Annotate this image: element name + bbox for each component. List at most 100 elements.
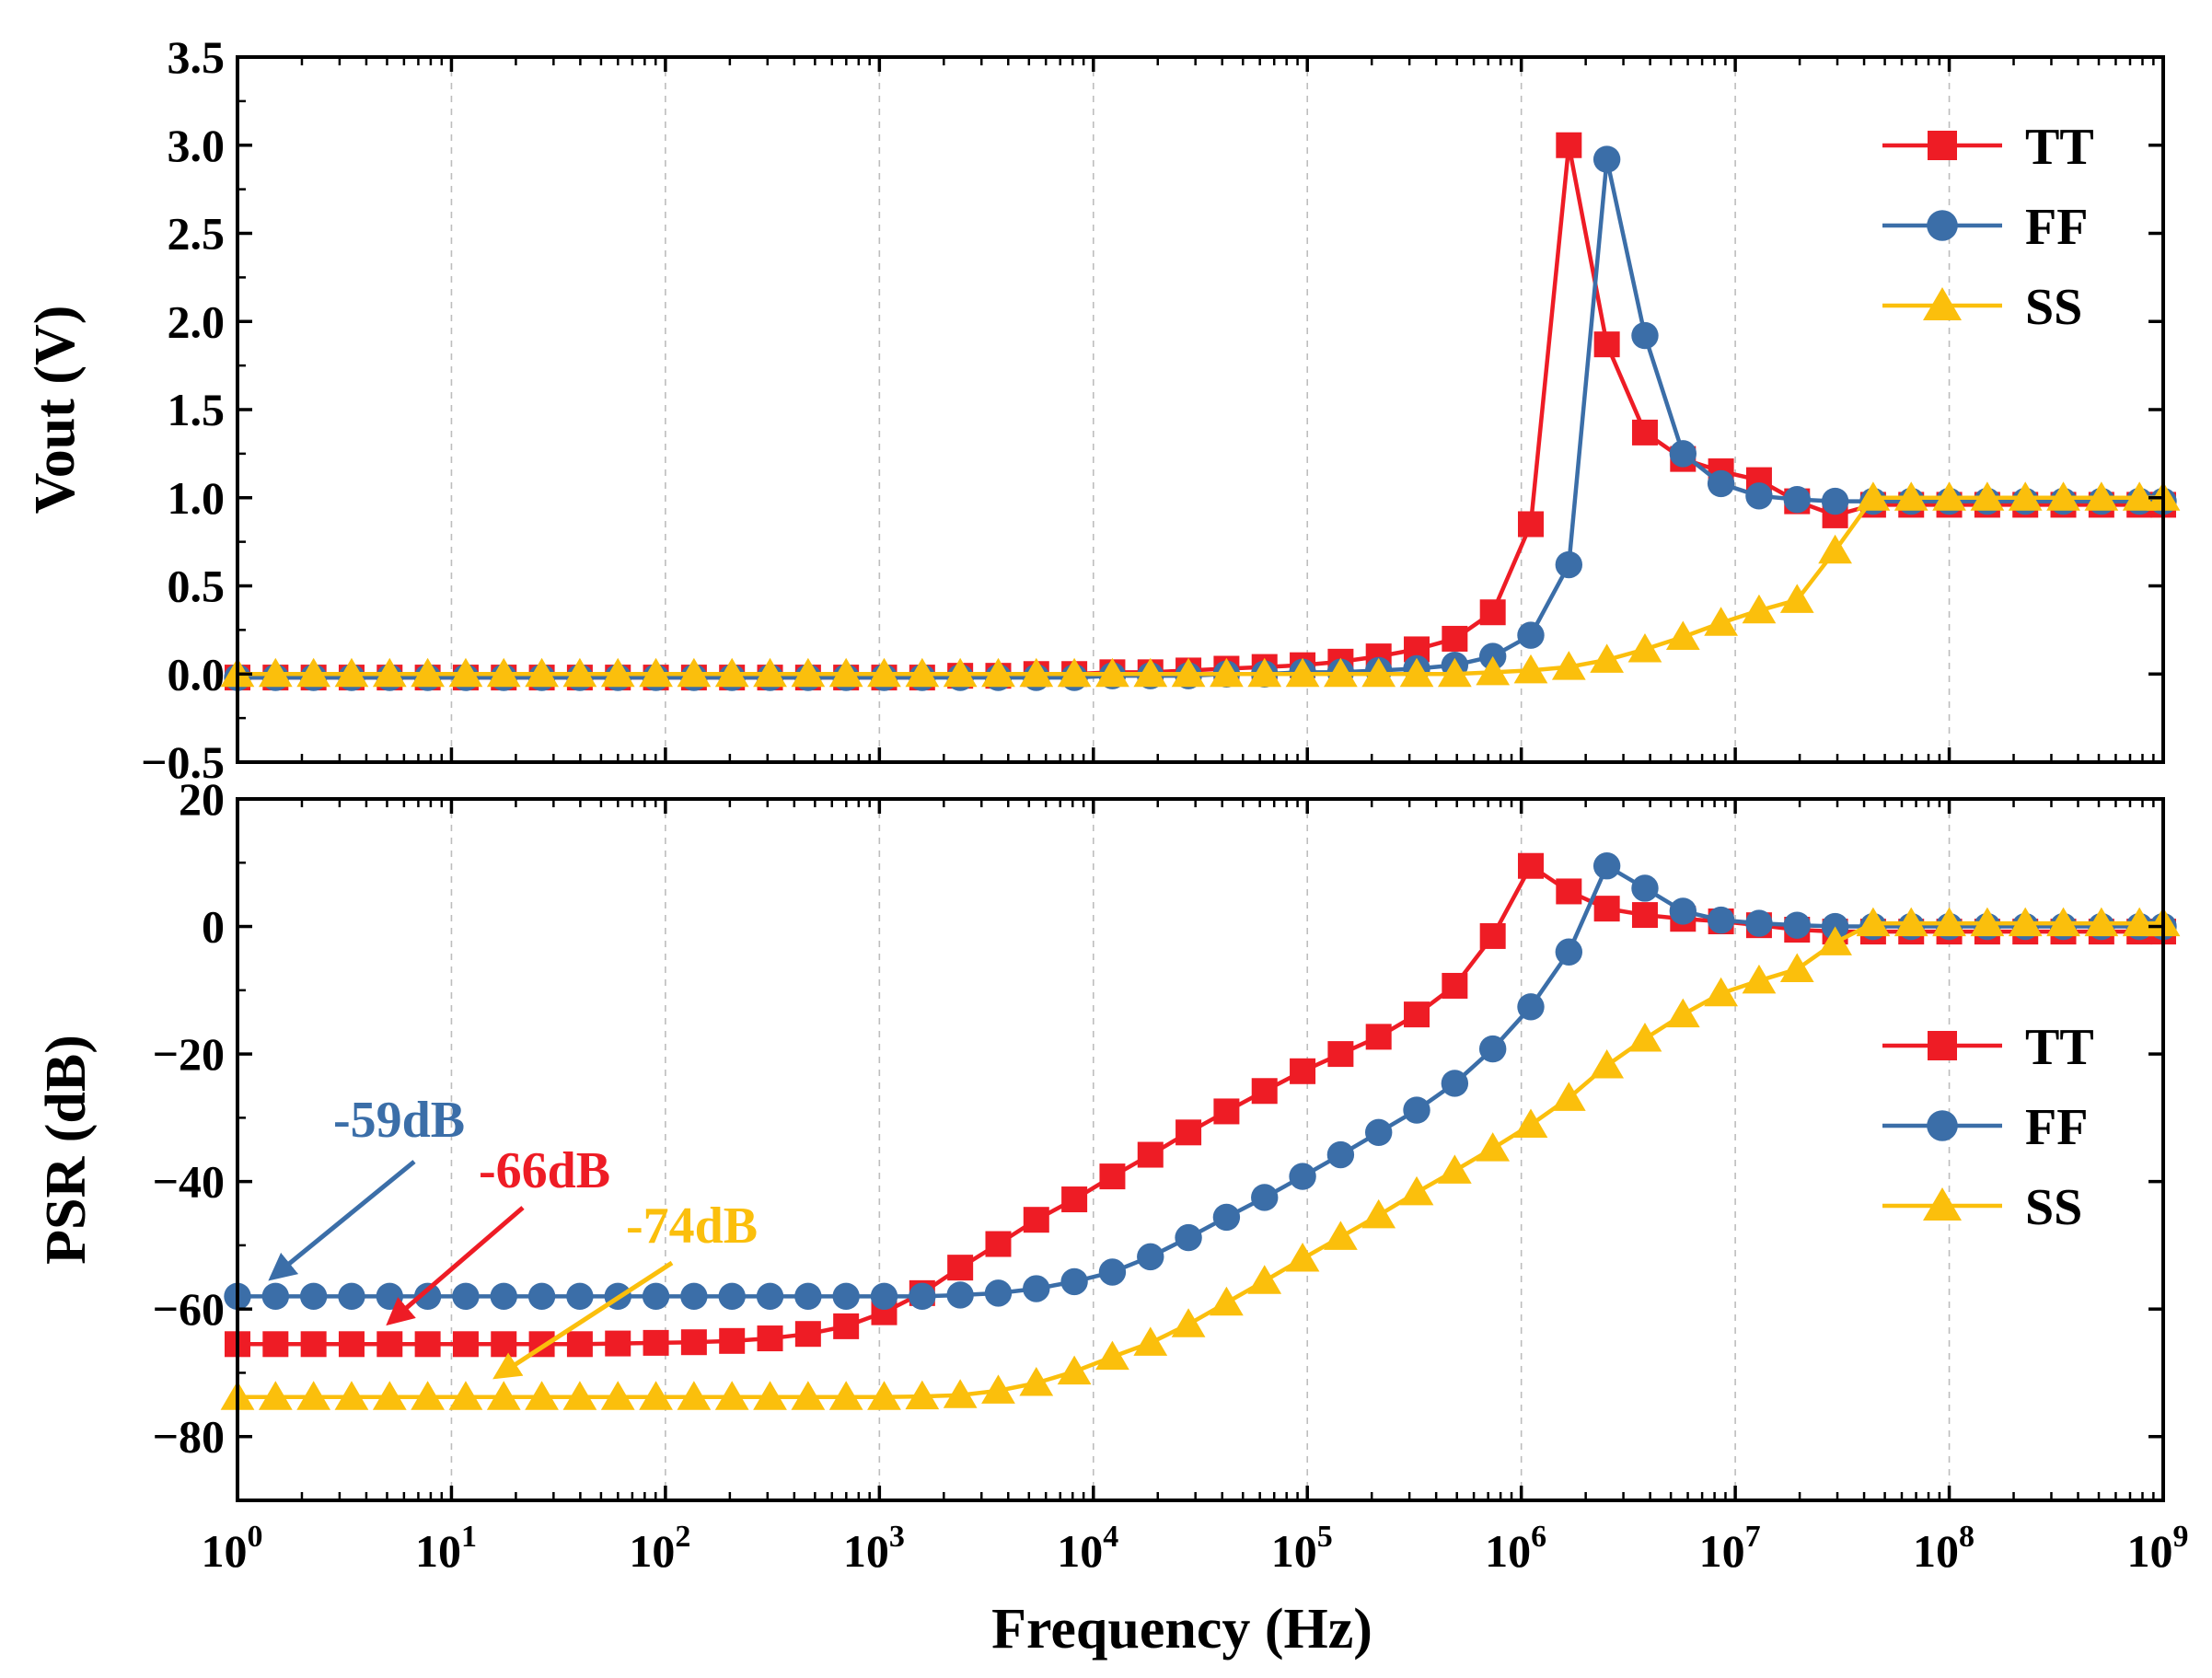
psr-point-ss — [600, 1381, 635, 1410]
psr-point-ff — [1783, 911, 1811, 939]
psr-point-ff — [1517, 993, 1545, 1021]
psr-point-tt — [833, 1313, 860, 1339]
psr-point-ff — [1669, 897, 1697, 925]
psr-point-ss — [1779, 953, 1814, 982]
vout-point-ss — [791, 657, 826, 688]
frequency-tick-label: 100 — [202, 1520, 263, 1577]
psr-point-tt — [338, 1331, 365, 1358]
vout-legend-item-ff: FF — [1882, 199, 2088, 256]
vout-point-ss — [1932, 481, 1966, 511]
vout-point-ss — [1513, 654, 1548, 684]
frequency-tick-label: 105 — [1271, 1520, 1333, 1577]
annotation-74db: -74dB — [492, 1198, 758, 1380]
psr-y-tick-label: −40 — [153, 1156, 226, 1208]
psr-point-ss — [677, 1381, 712, 1410]
vout-point-ss — [2008, 481, 2043, 511]
vout-legend-label: FF — [2025, 199, 2088, 256]
psr-point-ff — [490, 1282, 517, 1311]
vout-series-tt — [225, 132, 2176, 691]
psr-point-ss — [334, 1381, 369, 1410]
psr-point-ss — [411, 1381, 445, 1410]
psr-axes: −80 −60 −40 −20 0 20 — [153, 773, 2165, 1502]
psr-point-ff — [832, 1282, 860, 1311]
psr-point-tt — [1593, 896, 1620, 922]
vout-line-tt — [237, 145, 2163, 680]
annotation-arrow — [492, 1260, 674, 1380]
vout-series-ss — [220, 481, 2181, 688]
psr-point-tt — [1061, 1186, 1088, 1213]
psr-point-tt — [1442, 972, 1468, 999]
psr-point-tt — [1517, 852, 1544, 879]
vout-point-tt — [1479, 599, 1506, 626]
psr-point-ss — [2084, 907, 2119, 937]
vout-point-tt — [1442, 625, 1468, 652]
psr-point-ss — [1095, 1340, 1129, 1371]
psr-point-ss — [1894, 907, 1928, 937]
psr-point-ss — [1361, 1198, 1396, 1229]
psr-point-tt — [1631, 902, 1658, 929]
vout-point-ss — [714, 657, 749, 688]
vout-point-ss — [258, 657, 293, 688]
psr-point-tt — [1213, 1098, 1240, 1125]
psr-point-ff — [1478, 1035, 1507, 1063]
psr-y-tick-label: −80 — [153, 1411, 226, 1463]
psr-panel: −80 −60 −40 −20 0 20 100 101 102 103 104 105 106 107… — [35, 773, 2189, 1661]
psr-point-ss — [1019, 1367, 1054, 1396]
psr-point-ss — [258, 1381, 293, 1410]
frequency-tick-label: 102 — [629, 1520, 690, 1577]
vout-point-ss — [1551, 651, 1586, 680]
frequency-tick-label: 101 — [415, 1520, 477, 1577]
vout-point-ss — [1704, 607, 1738, 636]
psr-point-tt — [757, 1325, 783, 1352]
vout-point-ss — [2046, 481, 2080, 511]
frequency-x-axis-title: Frequency (Hz) — [991, 1598, 1372, 1661]
annotation-label: -59dB — [333, 1092, 465, 1149]
vout-y-tick-label: −0.5 — [141, 736, 225, 788]
psr-point-ff — [1707, 906, 1735, 934]
psr-point-tt — [794, 1321, 821, 1348]
vout-point-ff — [1592, 145, 1621, 173]
vout-point-ss — [828, 657, 863, 688]
psr-point-ss — [867, 1381, 901, 1410]
psr-point-ff — [566, 1282, 594, 1311]
psr-point-ff — [376, 1282, 403, 1311]
frequency-tick-label: 107 — [1699, 1520, 1761, 1577]
vout-point-ss — [411, 657, 445, 688]
psr-point-ss — [1932, 907, 1966, 937]
vout-point-ss — [1742, 594, 1777, 624]
psr-point-ss — [1627, 1022, 1662, 1052]
vout-point-ss — [1171, 657, 1206, 688]
psr-point-ff — [1023, 1275, 1050, 1302]
psr-point-tt — [605, 1330, 631, 1357]
vout-legend-marker-ff — [1927, 210, 1958, 241]
vout-point-ss — [1095, 657, 1129, 688]
psr-point-ff — [338, 1282, 365, 1311]
psr-legend-item-ff: FF — [1882, 1099, 2088, 1156]
psr-point-ss — [1324, 1221, 1358, 1250]
psr-point-ff — [909, 1282, 936, 1311]
psr-point-tt — [643, 1329, 669, 1356]
vout-point-ss — [1894, 481, 1928, 511]
psr-point-ff — [1326, 1140, 1355, 1169]
vout-point-ff — [1707, 469, 1735, 498]
vout-point-ss — [1856, 481, 1891, 511]
psr-point-ff — [1060, 1267, 1088, 1296]
psr-legend-marker-ss — [1923, 1187, 1962, 1221]
psr-point-ff — [1098, 1258, 1127, 1286]
vout-plot-frame — [236, 55, 2165, 764]
psr-point-tt — [1023, 1207, 1049, 1233]
vout-point-ss — [1285, 657, 1320, 688]
psr-point-ff — [946, 1281, 974, 1309]
psr-point-ss — [525, 1381, 559, 1410]
vout-point-ss — [448, 657, 483, 688]
psr-point-ss — [791, 1381, 826, 1410]
psr-legend-label: FF — [2025, 1099, 2088, 1156]
psr-point-ss — [1818, 926, 1852, 955]
psr-legend: TT FF SS — [1882, 1019, 2094, 1236]
psr-point-ff — [452, 1282, 480, 1311]
vout-grid — [450, 57, 1951, 762]
psr-point-ss — [1551, 1082, 1586, 1111]
vout-point-ss — [1970, 481, 2005, 511]
annotation-label: -66dB — [479, 1142, 610, 1199]
vout-point-ss — [1818, 534, 1852, 564]
